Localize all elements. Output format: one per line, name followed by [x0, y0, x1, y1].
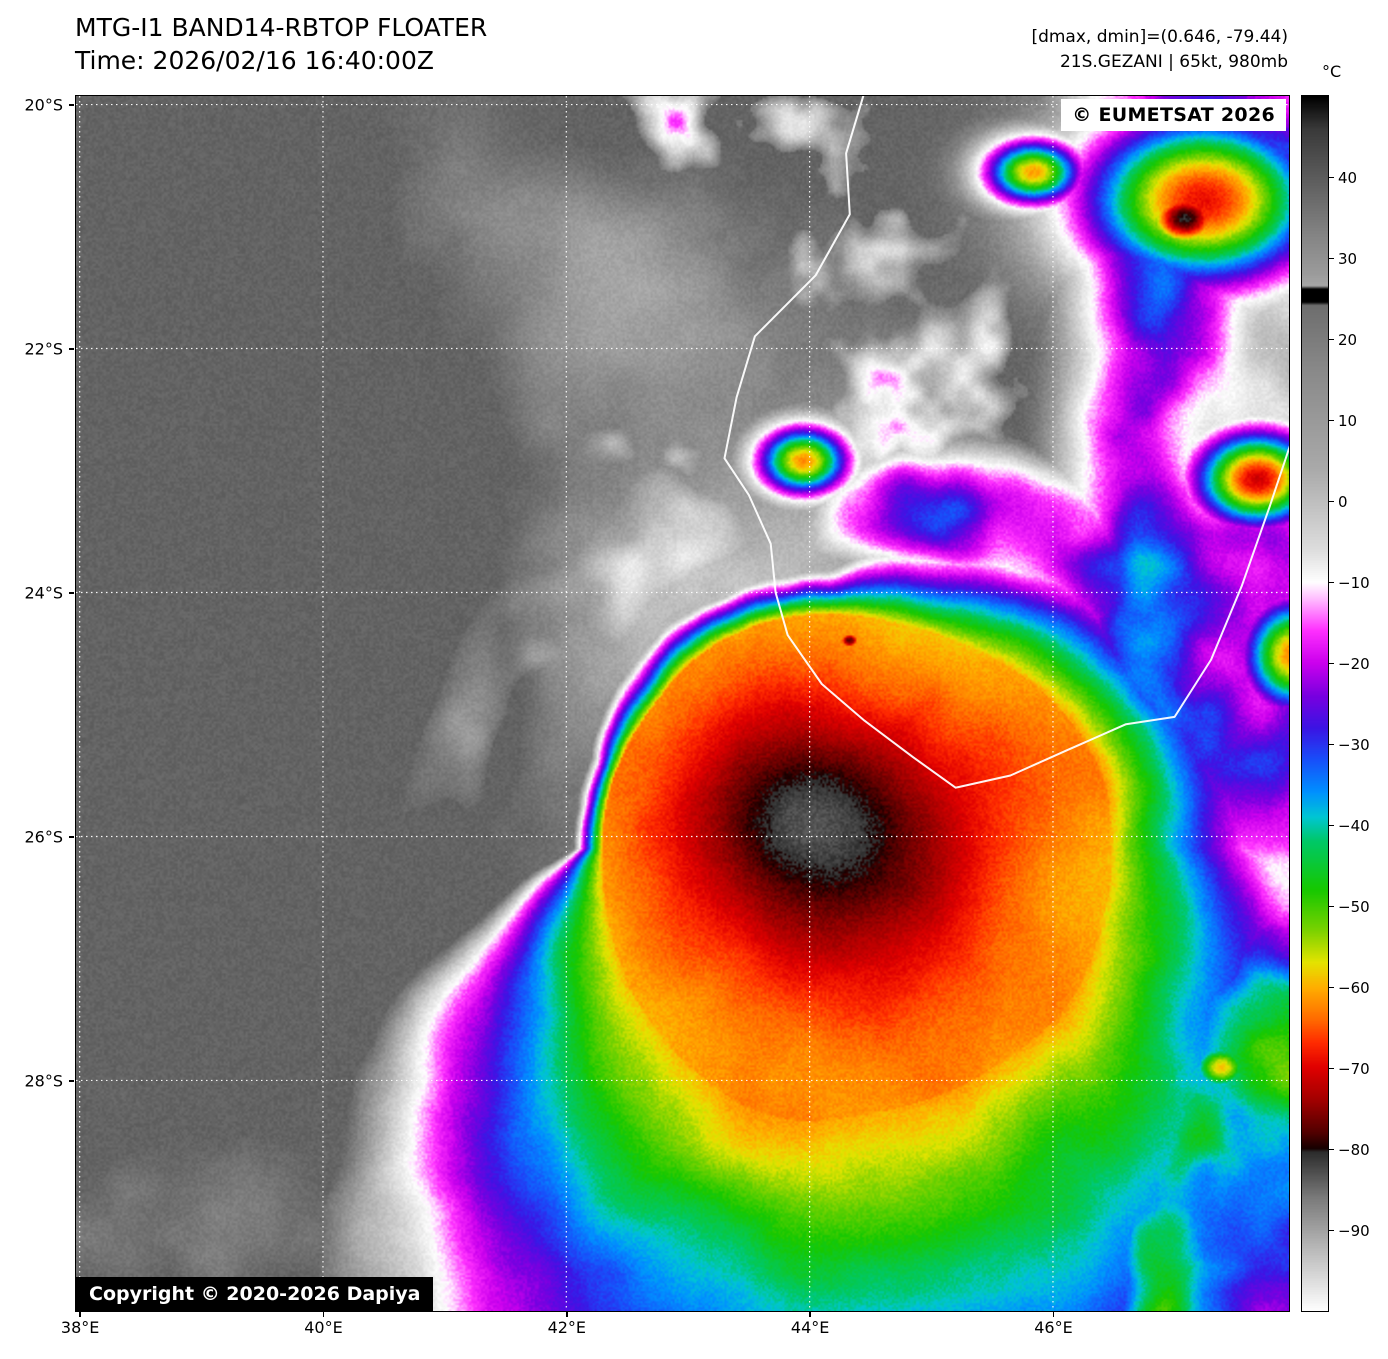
lat-tick-mark [69, 104, 74, 106]
lon-tick-mark [566, 1312, 568, 1317]
dmax-dmin-readout: [dmax, dmin]=(0.646, -79.44) [1031, 27, 1288, 47]
colorbar-tick-label: −70 [1338, 1059, 1370, 1078]
colorbar-gradient [1302, 96, 1328, 1311]
colorbar-tick-mark [1329, 1229, 1334, 1232]
colorbar-tick-mark [1329, 500, 1334, 503]
lat-tick-label: 20°S [24, 95, 63, 115]
lat-tick-mark [69, 836, 74, 838]
lat-tick-mark [69, 348, 74, 350]
lon-tick-mark [322, 1312, 325, 1317]
lon-tick-mark [79, 1312, 81, 1317]
map-overlay [76, 96, 1289, 1311]
image-timestamp: Time: 2026/02/16 16:40:00Z [75, 46, 434, 75]
colorbar-tick-label: 20 [1338, 330, 1358, 349]
satellite-image-canvas [76, 96, 1289, 1311]
colorbar-tick-mark [1329, 581, 1334, 584]
lat-tick-label: 28°S [24, 1071, 63, 1091]
colorbar-tick-mark [1329, 1067, 1334, 1070]
colorbar-tick-label: −10 [1338, 573, 1370, 592]
coastline-path [723, 96, 1289, 789]
colorbar-tick-label: −80 [1338, 1140, 1370, 1159]
page-title: MTG-I1 BAND14-RBTOP FLOATER [75, 13, 488, 42]
lon-tick-label: 40°E [304, 1318, 343, 1337]
colorbar-tick-mark [1329, 905, 1334, 908]
colorbar-tick-label: −90 [1338, 1221, 1370, 1240]
lat-tick-mark [69, 1080, 74, 1082]
eumetsat-badge: © EUMETSAT 2026 [1061, 99, 1286, 131]
storm-info: 21S.GEZANI | 65kt, 980mb [1059, 52, 1288, 72]
colorbar-tick-mark [1329, 986, 1334, 989]
colorbar [1301, 95, 1329, 1312]
copyright-badge: Copyright © 2020-2026 Dapiya [76, 1277, 434, 1311]
colorbar-tick-label: 40 [1338, 168, 1358, 187]
lat-tick-label: 26°S [24, 827, 63, 847]
lon-tick-label: 42°E [547, 1318, 587, 1337]
colorbar-tick-label: 30 [1338, 249, 1358, 268]
lon-tick-label: 46°E [1034, 1318, 1073, 1337]
map-panel: © EUMETSAT 2026 Copyright © 2020-2026 Da… [75, 95, 1290, 1312]
lat-tick-label: 22°S [24, 339, 63, 359]
lon-tick-label: 44°E [790, 1318, 830, 1337]
lat-tick-mark [69, 592, 74, 594]
lon-tick-mark [1052, 1312, 1055, 1317]
colorbar-tick-label: 10 [1338, 411, 1358, 430]
colorbar-tick-mark [1329, 176, 1334, 179]
colorbar-tick-label: −30 [1338, 735, 1370, 754]
colorbar-tick-label: −60 [1338, 978, 1370, 997]
colorbar-tick-label: 0 [1338, 492, 1348, 511]
colorbar-tick-mark [1329, 338, 1334, 341]
colorbar-tick-label: −40 [1338, 816, 1370, 835]
lon-tick-mark [809, 1312, 811, 1317]
colorbar-tick-mark [1329, 824, 1334, 827]
colorbar-tick-mark [1329, 662, 1334, 665]
colorbar-tick-label: −20 [1338, 654, 1370, 673]
colorbar-tick-mark [1329, 1148, 1334, 1151]
colorbar-tick-label: −50 [1338, 897, 1370, 916]
colorbar-tick-mark [1329, 419, 1334, 422]
colorbar-tick-mark [1329, 743, 1334, 746]
colorbar-tick-mark [1329, 257, 1334, 260]
colorbar-unit-label: °C [1322, 62, 1342, 81]
lat-tick-label: 24°S [24, 583, 63, 603]
lon-tick-label: 38°E [60, 1318, 100, 1337]
